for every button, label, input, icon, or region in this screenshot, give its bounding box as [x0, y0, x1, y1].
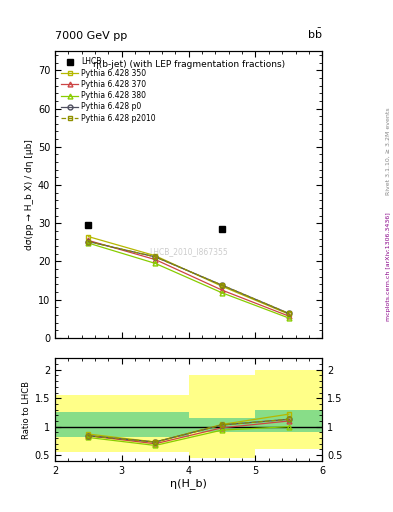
- Text: η(b-jet) (with LEP fragmentation fractions): η(b-jet) (with LEP fragmentation fractio…: [93, 60, 285, 69]
- Text: LHCB_2010_I867355: LHCB_2010_I867355: [149, 247, 228, 257]
- X-axis label: η(H_b): η(H_b): [170, 478, 207, 489]
- Text: b$\mathregular{\bar{b}}$: b$\mathregular{\bar{b}}$: [307, 27, 322, 41]
- Legend: LHCB, Pythia 6.428 350, Pythia 6.428 370, Pythia 6.428 380, Pythia 6.428 p0, Pyt: LHCB, Pythia 6.428 350, Pythia 6.428 370…: [59, 55, 158, 125]
- Text: mcplots.cern.ch [arXiv:1306.3436]: mcplots.cern.ch [arXiv:1306.3436]: [386, 212, 391, 321]
- Text: 7000 GeV pp: 7000 GeV pp: [55, 31, 127, 41]
- Y-axis label: Ratio to LHCB: Ratio to LHCB: [22, 380, 31, 439]
- Y-axis label: dσ(pp → H_b X) / dη [μb]: dσ(pp → H_b X) / dη [μb]: [25, 139, 34, 250]
- Text: Rivet 3.1.10, ≥ 3.2M events: Rivet 3.1.10, ≥ 3.2M events: [386, 108, 391, 196]
